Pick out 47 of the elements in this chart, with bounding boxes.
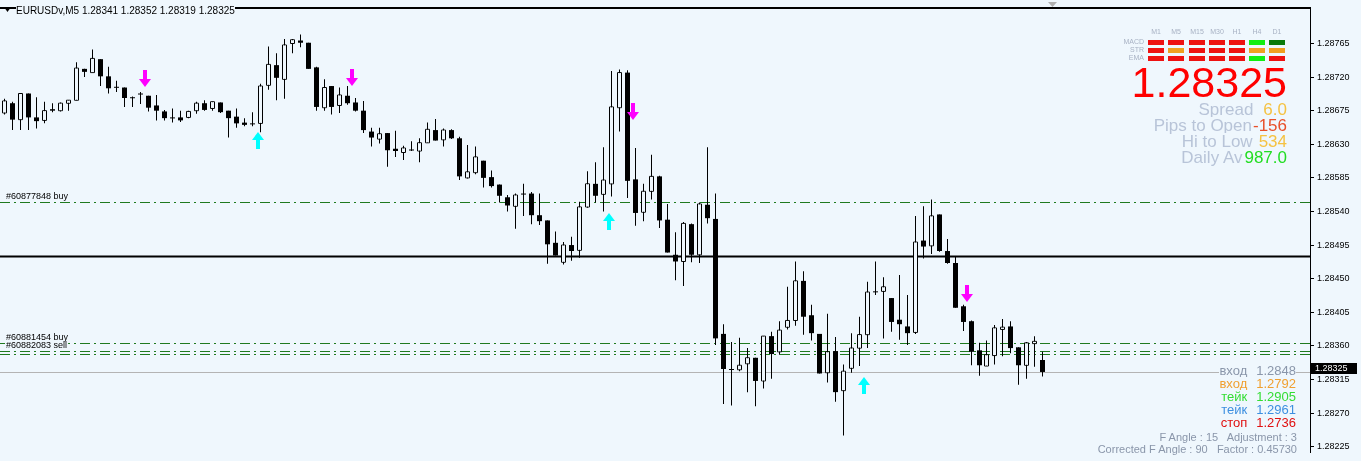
- annotation: 6.0: [1263, 100, 1287, 119]
- ref-line-label: #60881454 buy: [6, 332, 69, 343]
- ref-line-label: #60877848 buy: [6, 191, 69, 202]
- candlestick: [34, 97, 39, 129]
- candlestick: [881, 277, 886, 339]
- candlestick: [521, 183, 526, 216]
- annotation: 534: [1258, 132, 1287, 151]
- candlestick: [897, 274, 902, 340]
- candlestick: [170, 108, 175, 123]
- candlestick: [393, 130, 398, 157]
- candlestick: [250, 112, 255, 127]
- y-tick-label: 1.28405: [1317, 306, 1350, 317]
- annotation: 1.2961: [1256, 402, 1296, 417]
- y-tick-label: 1.28270: [1317, 407, 1350, 418]
- candlestick: [409, 141, 414, 151]
- annotation: F Angle : 15 Adjustment : 3: [1159, 431, 1297, 443]
- y-tick-label: 1.28315: [1317, 373, 1350, 384]
- y-tick-label: 1.28495: [1317, 239, 1350, 250]
- annotation: стоп: [1220, 415, 1248, 430]
- annotation: 987.0: [1244, 148, 1287, 167]
- y-tick-label: 1.28540: [1317, 205, 1350, 216]
- annotation: вход: [1219, 363, 1248, 378]
- candlestick: [114, 80, 119, 93]
- annotation: тейк: [1221, 389, 1248, 404]
- y-tick-label: 1.28720: [1317, 71, 1350, 82]
- candlestick: [729, 342, 734, 406]
- annotation: 1.2792: [1256, 376, 1296, 391]
- y-tick-label: 1.28765: [1317, 37, 1350, 48]
- annotation: Corrected F Angle : 90 Factor : 0.45730: [1097, 443, 1297, 455]
- y-tick-label: 1.28225: [1317, 441, 1350, 452]
- y-tick-label: 1.28630: [1317, 138, 1350, 149]
- y-tick-label: 1.28675: [1317, 105, 1350, 116]
- y-tick-label: 1.28450: [1317, 273, 1350, 284]
- annotation: -156: [1252, 116, 1287, 135]
- candlestick: [873, 261, 878, 296]
- annotation: тейк: [1221, 402, 1248, 417]
- annotation: 1.2905: [1256, 389, 1296, 404]
- y-tick-label: 1.28360: [1317, 340, 1350, 351]
- annotation: вход: [1219, 376, 1248, 391]
- chart-title: EURUSDv,M5 1.28341 1.28352 1.28319 1.28325: [16, 5, 235, 16]
- ref-line-label: 1.28325: [1315, 362, 1348, 373]
- ref-line-label: #60882083 sell: [6, 340, 68, 351]
- annotation: 1.2736: [1256, 415, 1296, 430]
- y-tick-label: 1.28585: [1317, 172, 1350, 183]
- candlestick: [138, 92, 143, 104]
- candlestick: [130, 96, 135, 107]
- annotation: 1.2848: [1256, 363, 1296, 378]
